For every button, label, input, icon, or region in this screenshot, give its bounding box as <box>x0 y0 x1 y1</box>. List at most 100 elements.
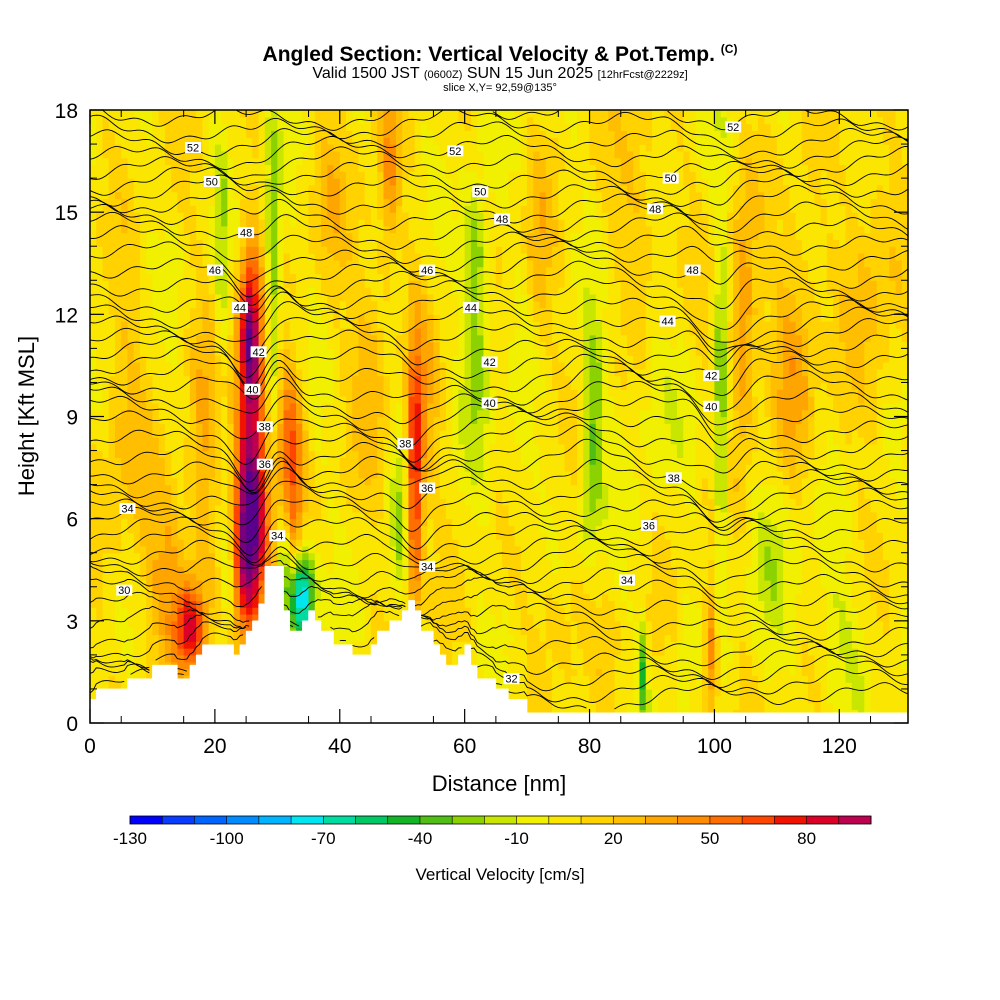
velocity-cell <box>377 477 385 486</box>
velocity-cell <box>252 586 260 595</box>
velocity-cell <box>264 443 272 452</box>
velocity-cell <box>302 545 310 554</box>
velocity-cell <box>258 450 266 458</box>
velocity-cell <box>133 511 141 520</box>
velocity-cell <box>296 259 303 268</box>
velocity-cell <box>127 423 135 431</box>
velocity-cell <box>427 321 435 329</box>
velocity-cell <box>321 253 328 261</box>
velocity-cell <box>164 491 172 499</box>
velocity-cell <box>227 178 235 186</box>
velocity-cell <box>264 205 272 213</box>
velocity-cell <box>296 518 303 527</box>
velocity-cell <box>90 688 97 697</box>
velocity-cell <box>139 218 147 227</box>
velocity-cell <box>296 280 303 288</box>
velocity-cell <box>214 116 222 125</box>
velocity-cell <box>395 382 403 390</box>
velocity-cell <box>96 375 104 384</box>
velocity-cell <box>152 593 160 601</box>
velocity-cell <box>164 573 172 581</box>
velocity-cell <box>258 137 266 145</box>
velocity-cell <box>146 614 154 622</box>
velocity-cell <box>339 198 347 206</box>
velocity-cell <box>133 396 141 404</box>
velocity-cell <box>339 362 347 370</box>
velocity-cell <box>389 518 397 527</box>
velocity-cell <box>370 334 378 343</box>
velocity-cell <box>364 409 372 418</box>
velocity-cell <box>296 464 303 472</box>
velocity-cell <box>308 525 316 533</box>
velocity-cell <box>183 457 191 465</box>
velocity-cell <box>196 402 203 411</box>
velocity-cell <box>289 450 297 458</box>
velocity-cell <box>427 212 435 220</box>
velocity-cell <box>408 110 416 118</box>
velocity-cell <box>408 470 416 479</box>
velocity-cell <box>383 402 391 411</box>
velocity-cell <box>277 191 285 200</box>
velocity-cell <box>90 470 97 479</box>
velocity-cell <box>258 430 266 438</box>
velocity-cell <box>258 402 266 411</box>
velocity-cell <box>202 116 210 125</box>
velocity-cell <box>321 341 328 349</box>
velocity-cell <box>177 246 185 254</box>
velocity-cell <box>402 334 410 343</box>
velocity-cell <box>283 579 291 588</box>
velocity-cell <box>208 464 216 472</box>
velocity-cell <box>96 539 104 547</box>
velocity-cell <box>420 416 428 424</box>
velocity-cell <box>102 498 110 506</box>
velocity-cell <box>389 436 397 445</box>
velocity-cell <box>283 225 291 234</box>
velocity-cell <box>171 620 179 629</box>
velocity-cell <box>133 641 141 649</box>
velocity-cell <box>377 464 385 472</box>
velocity-cell <box>389 470 397 479</box>
velocity-cell <box>352 552 360 561</box>
velocity-cell <box>158 436 166 445</box>
velocity-cell <box>96 396 104 404</box>
velocity-cell <box>146 436 154 445</box>
velocity-cell <box>364 505 372 513</box>
velocity-cell <box>420 579 428 588</box>
velocity-cell <box>264 280 272 288</box>
velocity-cell <box>364 416 372 424</box>
velocity-cell <box>171 382 179 390</box>
velocity-cell <box>221 334 228 343</box>
velocity-cell <box>402 130 410 138</box>
velocity-cell <box>264 137 272 145</box>
velocity-cell <box>183 266 191 275</box>
velocity-cell <box>133 225 141 234</box>
velocity-cell <box>302 470 310 479</box>
velocity-cell <box>364 239 372 247</box>
velocity-cell <box>233 232 241 241</box>
velocity-cell <box>96 157 104 166</box>
velocity-cell <box>264 300 272 309</box>
velocity-cell <box>183 552 191 561</box>
velocity-cell <box>221 327 228 336</box>
velocity-cell <box>202 498 210 506</box>
velocity-cell <box>277 552 285 561</box>
velocity-cell <box>202 491 210 499</box>
velocity-cell <box>246 430 253 438</box>
velocity-cell <box>208 259 216 268</box>
velocity-cell <box>383 110 391 118</box>
velocity-cell <box>233 164 241 172</box>
velocity-cell <box>90 402 97 411</box>
velocity-cell <box>377 614 385 622</box>
velocity-cell <box>308 443 316 452</box>
velocity-cell <box>346 620 353 629</box>
velocity-cell <box>127 239 135 247</box>
velocity-cell <box>233 579 241 588</box>
velocity-cell <box>221 123 228 132</box>
velocity-cell <box>364 368 372 377</box>
velocity-cell <box>358 579 366 588</box>
velocity-cell <box>239 266 247 275</box>
velocity-cell <box>189 239 197 247</box>
velocity-cell <box>296 477 303 486</box>
velocity-cell <box>302 246 310 254</box>
velocity-cell <box>427 327 435 336</box>
